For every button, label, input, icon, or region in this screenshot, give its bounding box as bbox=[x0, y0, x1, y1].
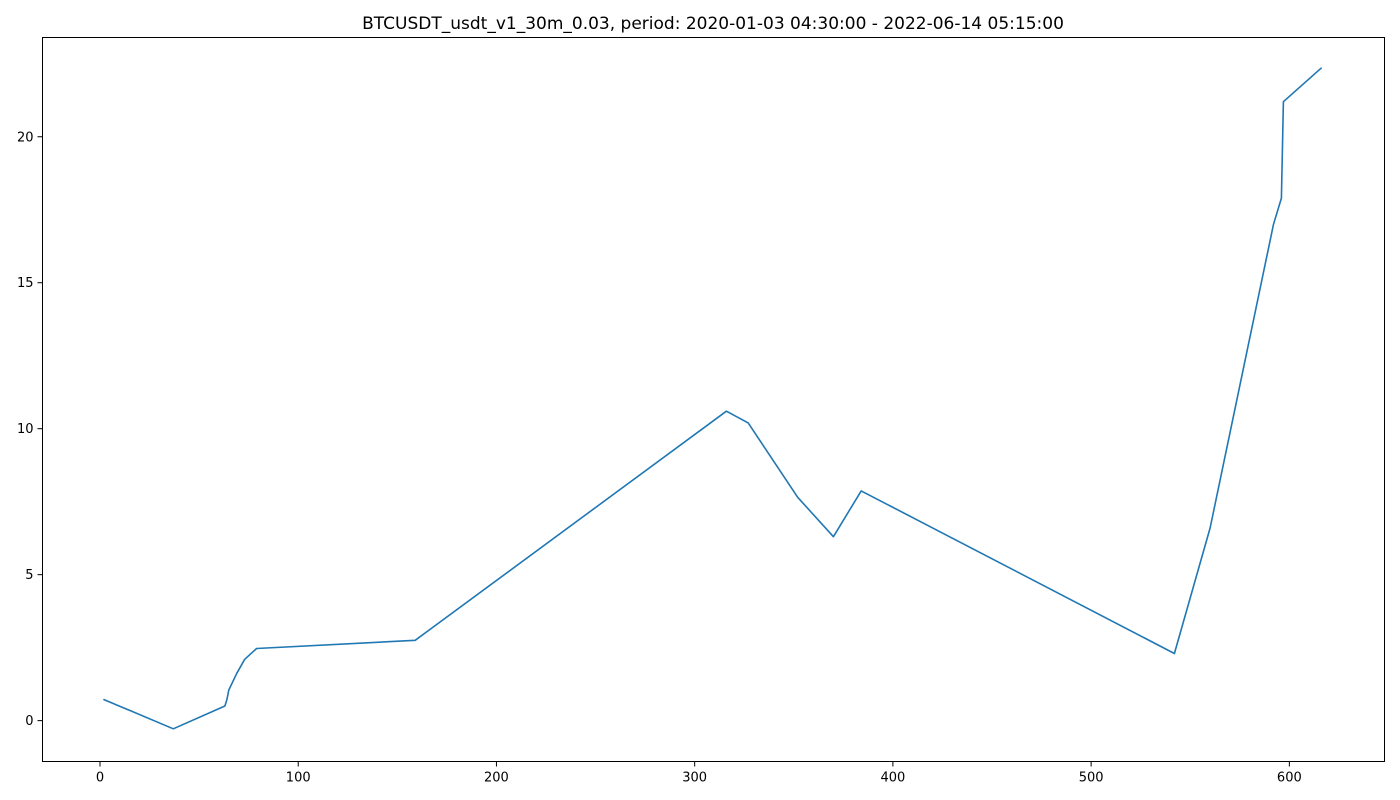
x-tick-label: 400 bbox=[880, 771, 905, 786]
x-tick-label: 200 bbox=[484, 771, 509, 786]
chart-title: BTCUSDT_usdt_v1_30m_0.03, period: 2020-0… bbox=[362, 14, 1064, 34]
x-tick-label: 600 bbox=[1277, 771, 1302, 786]
series-group bbox=[103, 67, 1322, 730]
y-tick-label: 10 bbox=[17, 422, 34, 437]
x-tick-label: 500 bbox=[1079, 771, 1104, 786]
y-axis: 0 5 10 15 20 bbox=[17, 130, 43, 729]
x-axis: 0 100 200 300 400 500 600 bbox=[96, 761, 1302, 786]
y-tick-label: 20 bbox=[17, 130, 34, 145]
y-tick-label: 15 bbox=[17, 276, 34, 291]
y-tick-label: 0 bbox=[25, 714, 33, 729]
y-tick-label: 5 bbox=[25, 568, 33, 583]
x-tick-label: 100 bbox=[286, 771, 311, 786]
plot-area-frame bbox=[42, 37, 1385, 762]
series-line-0 bbox=[103, 67, 1322, 730]
x-tick-label: 300 bbox=[682, 771, 707, 786]
x-tick-label: 0 bbox=[96, 771, 104, 786]
